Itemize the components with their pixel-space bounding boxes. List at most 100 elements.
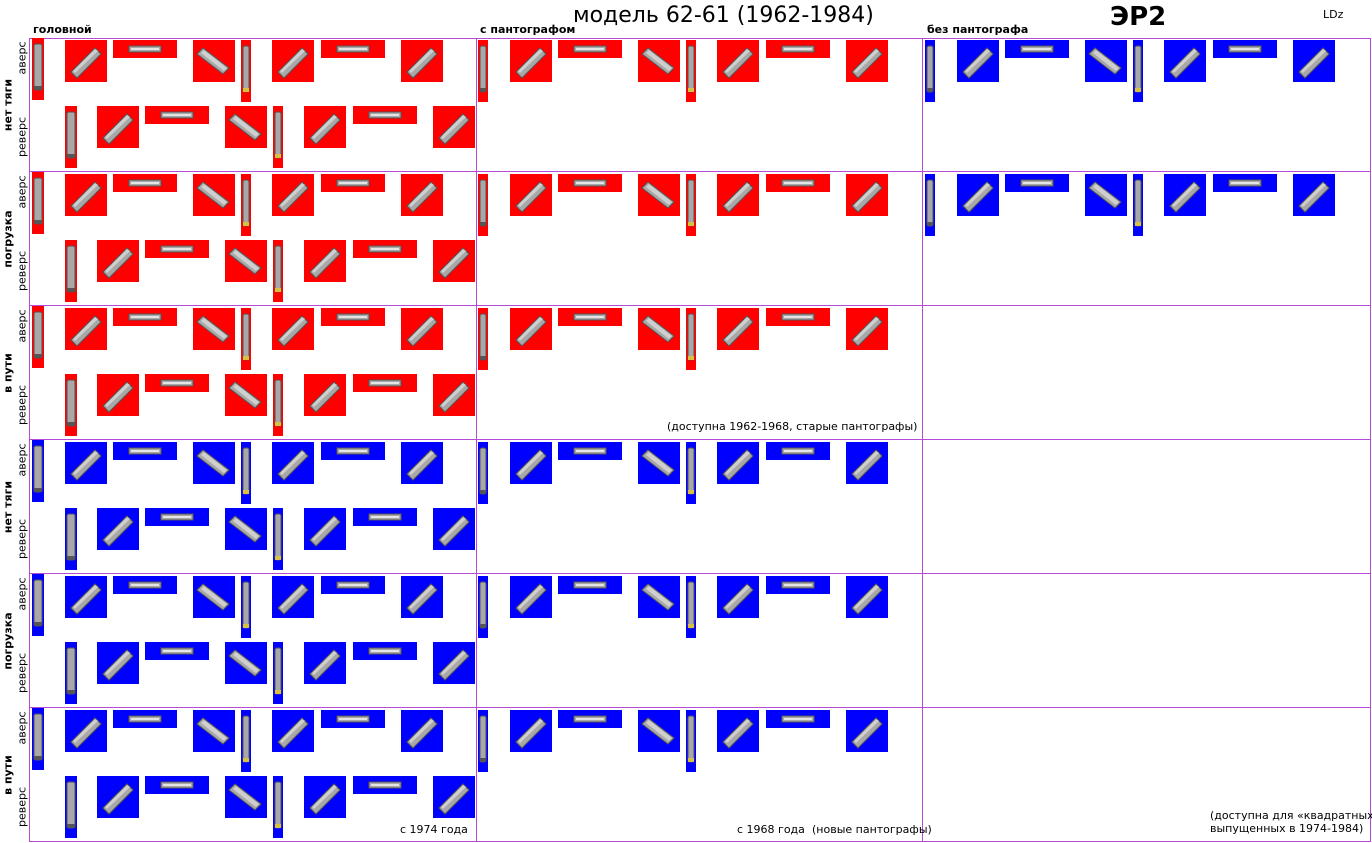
train-car-icon (309, 113, 341, 145)
sprite-head (145, 106, 209, 124)
sprite-panto (638, 710, 680, 752)
train-car-icon (926, 45, 934, 93)
sub-label-text: аверс (15, 41, 29, 75)
sprite-panto (766, 710, 830, 728)
train-car-icon (228, 515, 262, 543)
sprite-head (32, 574, 44, 636)
train-car-icon (1020, 179, 1054, 187)
sub-label-avers: аверс (15, 306, 29, 346)
sprite-head (321, 442, 385, 460)
train-car-icon (228, 247, 262, 275)
train-car-icon (573, 179, 607, 187)
grid-row-divider (29, 305, 1371, 306)
sprite-head (65, 710, 107, 752)
train-car-icon (781, 45, 815, 53)
sprite-head (65, 308, 107, 350)
sprite-panto (638, 174, 680, 216)
sprite-head (113, 40, 177, 58)
sprite-head (193, 576, 235, 618)
train-car-icon (70, 47, 102, 79)
row-label-text: погрузка (1, 210, 14, 268)
train-car-icon (228, 783, 262, 811)
note-square-line2: выпущенных в 1974-1984) (1210, 822, 1364, 835)
train-car-icon (196, 717, 230, 745)
sprite-panto (717, 710, 759, 752)
grid-row-divider (29, 38, 1371, 39)
sprite-head (304, 508, 346, 550)
train-car-icon (479, 45, 487, 93)
train-car-icon (1169, 181, 1201, 213)
train-car-icon (33, 713, 43, 761)
train-car-icon (438, 515, 470, 547)
train-car-icon (573, 45, 607, 53)
sprite-head (304, 776, 346, 818)
sprite-head (145, 642, 209, 660)
train-car-icon (102, 113, 134, 145)
train-car-icon (641, 449, 675, 477)
sprite-nopanto (957, 40, 999, 82)
train-car-icon (160, 513, 194, 521)
sprite-head (225, 240, 267, 282)
sub-label-avers: аверс (15, 38, 29, 78)
sub-label-revers: реверс (15, 772, 29, 842)
sprite-nopanto (1085, 40, 1127, 82)
sub-label-avers: аверс (15, 708, 29, 748)
sub-label-avers: аверс (15, 574, 29, 614)
sprite-panto (478, 40, 488, 102)
train-car-icon (641, 583, 675, 611)
sub-label-avers: аверс (15, 440, 29, 480)
sprite-head (241, 710, 251, 772)
train-car-icon (438, 649, 470, 681)
sprite-head (65, 576, 107, 618)
train-car-icon (336, 581, 370, 589)
sprite-panto (478, 308, 488, 370)
train-car-icon (242, 581, 250, 629)
train-car-icon (479, 581, 487, 629)
sub-label-text: реверс (15, 250, 29, 292)
train-car-icon (368, 781, 402, 789)
train-car-icon (33, 43, 43, 91)
sprite-head (97, 508, 139, 550)
sub-label-text: аверс (15, 443, 29, 477)
train-car-icon (102, 783, 134, 815)
sprite-head (65, 40, 107, 82)
train-car-icon (962, 181, 994, 213)
train-car-icon (309, 515, 341, 547)
sprite-head (272, 40, 314, 82)
sprite-panto (558, 710, 622, 728)
train-car-icon (479, 715, 487, 763)
train-car-icon (70, 315, 102, 347)
sprite-head (273, 106, 283, 168)
train-car-icon (781, 179, 815, 187)
sprite-panto (510, 442, 552, 484)
sprite-head (241, 576, 251, 638)
model-name: ЭР2 (1110, 2, 1167, 32)
train-car-icon (479, 447, 487, 495)
sprite-panto (558, 576, 622, 594)
sprite-head (241, 40, 251, 102)
sprite-head (193, 174, 235, 216)
sub-label-text: аверс (15, 309, 29, 343)
sprite-head (353, 240, 417, 258)
sub-label-text: аверс (15, 711, 29, 745)
sprite-nopanto (1164, 174, 1206, 216)
row-label: в пути (0, 708, 15, 842)
sprite-panto (510, 710, 552, 752)
sprite-head (113, 442, 177, 460)
sprite-head (304, 642, 346, 684)
train-car-icon (641, 47, 675, 75)
sprite-head (65, 240, 77, 302)
sprite-head (65, 508, 77, 570)
note-square-line1: (доступна для «квадратных», (1210, 809, 1372, 822)
sprite-head (113, 174, 177, 192)
train-car-icon (368, 647, 402, 655)
sprite-head (433, 240, 475, 282)
train-car-icon (66, 513, 76, 561)
train-car-icon (277, 181, 309, 213)
sprite-nopanto (1005, 40, 1069, 58)
sprite-head (401, 308, 443, 350)
sub-label-revers: реверс (15, 370, 29, 440)
sprite-head (225, 508, 267, 550)
train-car-icon (722, 181, 754, 213)
sprite-head (193, 710, 235, 752)
